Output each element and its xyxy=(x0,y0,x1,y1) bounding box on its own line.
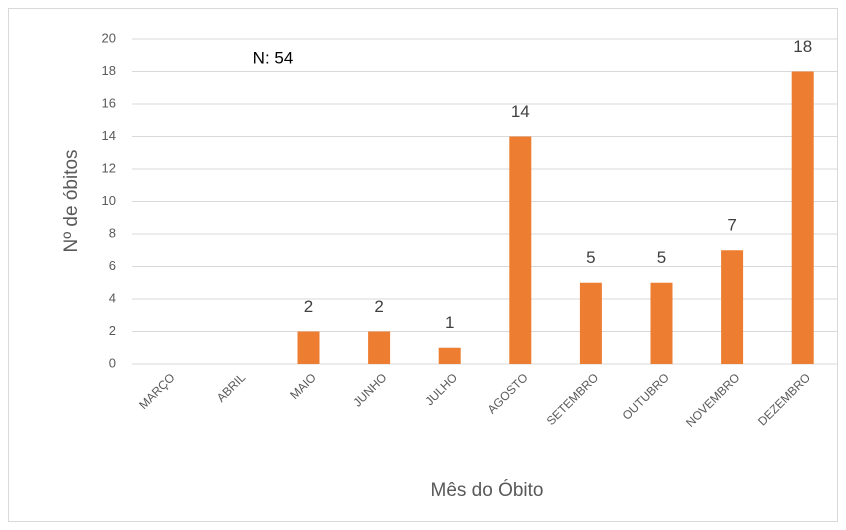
annotation: N: 54 xyxy=(253,48,294,67)
bar xyxy=(297,331,320,364)
bar xyxy=(579,282,602,364)
bar xyxy=(509,136,532,364)
data-label: 7 xyxy=(727,216,736,235)
y-tick-label: 2 xyxy=(109,323,116,338)
y-tick-label: 4 xyxy=(109,290,116,305)
y-tick-label: 12 xyxy=(102,160,116,175)
y-tick-label: 16 xyxy=(102,95,116,110)
y-tick-label: 8 xyxy=(109,225,116,240)
data-label: 5 xyxy=(657,248,666,267)
bar xyxy=(721,250,744,364)
y-tick-label: 10 xyxy=(102,193,116,208)
bar xyxy=(368,331,391,364)
y-axis-title: Nº de óbitos xyxy=(61,149,82,252)
data-label: 1 xyxy=(445,313,454,332)
y-tick-label: 18 xyxy=(102,63,116,78)
x-axis-title: Mês do Óbito xyxy=(431,479,544,501)
y-tick-label: 20 xyxy=(102,30,116,45)
bar xyxy=(791,71,814,364)
data-label: 14 xyxy=(511,102,530,121)
y-tick-label: 0 xyxy=(109,355,116,370)
chart-border xyxy=(8,8,838,522)
data-label: 5 xyxy=(586,248,595,267)
data-label: 2 xyxy=(374,297,383,316)
data-label: 2 xyxy=(304,297,313,316)
data-label: 18 xyxy=(793,37,812,56)
y-tick-label: 14 xyxy=(102,128,116,143)
bar xyxy=(438,347,461,364)
y-tick-label: 6 xyxy=(109,258,116,273)
bar xyxy=(650,282,673,364)
